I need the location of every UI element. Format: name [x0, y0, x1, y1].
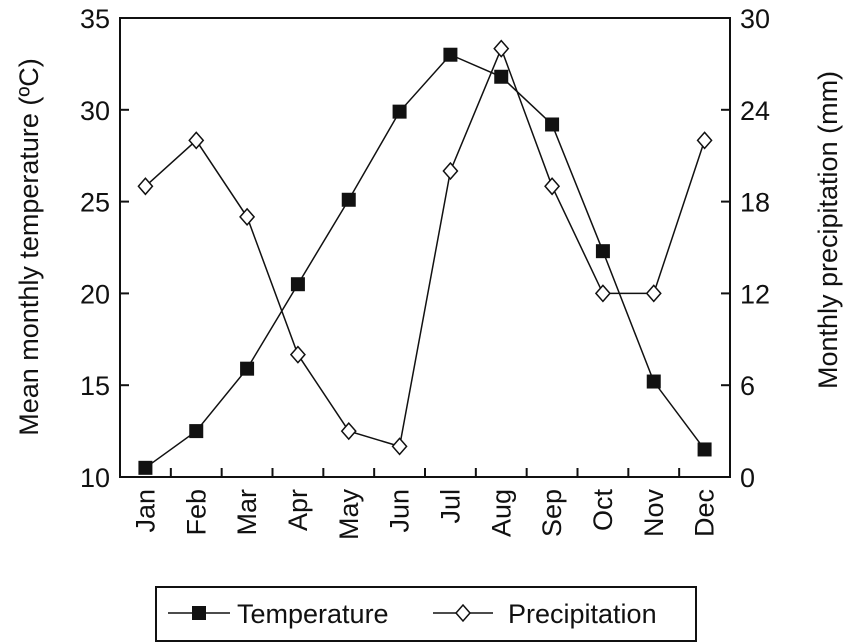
- precipitation-point: [645, 284, 662, 303]
- legend: Temperature Precipitation: [155, 586, 697, 642]
- y-left-tick-label: 20: [80, 279, 110, 309]
- temperature-point: [240, 361, 255, 376]
- y-left-tick-label: 30: [80, 96, 110, 126]
- series-line-precipitation: [144, 46, 706, 448]
- x-tick-label: Aug: [486, 489, 516, 537]
- x-tick-label: Jun: [385, 489, 415, 533]
- precipitation-point: [544, 177, 561, 196]
- y-axis-right: 0 6 12 18 24 30: [721, 4, 770, 493]
- temperature-point: [341, 192, 356, 207]
- plot-frame: [119, 17, 731, 478]
- x-tick-label: Jul: [435, 489, 465, 524]
- y-left-tick-label: 15: [80, 371, 110, 401]
- legend-precipitation-label: Precipitation: [508, 599, 657, 629]
- precipitation-point: [391, 437, 408, 456]
- y-left-tick-label: 35: [80, 4, 110, 34]
- legend-precipitation-marker: [455, 603, 471, 623]
- x-tick-label: Apr: [283, 489, 313, 531]
- temperature-point: [443, 47, 458, 62]
- x-tick-label: Sep: [537, 489, 567, 537]
- legend-temperature-marker: [192, 606, 206, 620]
- temperature-point: [595, 244, 610, 259]
- precipitation-point: [442, 161, 459, 181]
- x-tick-label: Dec: [690, 489, 720, 537]
- x-tick-label: Oct: [588, 489, 618, 532]
- precipitation-point: [340, 421, 357, 441]
- y-left-tick-label: 25: [80, 188, 110, 218]
- temperature-point: [290, 277, 305, 292]
- y-right-tick-label: 24: [740, 96, 770, 126]
- x-tick-label: Jan: [130, 489, 160, 533]
- precipitation-point: [696, 131, 713, 150]
- temperature-point: [646, 374, 661, 389]
- precipitation-point: [239, 207, 256, 227]
- temperature-point: [545, 117, 560, 132]
- y-axis-left: 10 15 20 25 30 35: [80, 4, 129, 493]
- temperature-point: [138, 460, 153, 475]
- series-line-temperature: [144, 53, 706, 469]
- temperature-point: [697, 442, 712, 457]
- y-right-tick-label: 18: [740, 188, 770, 218]
- y-right-tick-label: 12: [740, 279, 770, 309]
- x-tick-label: Mar: [232, 489, 262, 536]
- x-tick-label: May: [334, 489, 364, 541]
- y-axis-left-title: Mean monthly temperature (ºC): [14, 58, 44, 436]
- precipitation-point: [493, 39, 510, 58]
- x-tick-label: Feb: [181, 489, 211, 536]
- precipitation-point: [137, 177, 154, 196]
- y-right-tick-label: 6: [740, 371, 755, 401]
- x-tick-label: Nov: [639, 489, 669, 538]
- y-axis-right-title: Monthly precipitation (mm): [813, 71, 843, 389]
- legend-temperature-label: Temperature: [237, 599, 389, 629]
- precipitation-point: [289, 345, 306, 364]
- y-right-tick-label: 0: [740, 463, 755, 493]
- temperature-point: [392, 104, 407, 119]
- legend-frame: [155, 586, 697, 642]
- x-axis: Jan Feb Mar Apr May Jun Jul Aug Sep Oct Nov Dec: [130, 468, 720, 541]
- precipitation-point: [594, 284, 611, 303]
- precipitation-point: [188, 131, 205, 150]
- y-right-tick-label: 30: [740, 4, 770, 34]
- temperature-point: [494, 69, 509, 84]
- temperature-point: [189, 424, 204, 439]
- y-left-tick-label: 10: [80, 463, 110, 493]
- series-layer: [137, 39, 713, 475]
